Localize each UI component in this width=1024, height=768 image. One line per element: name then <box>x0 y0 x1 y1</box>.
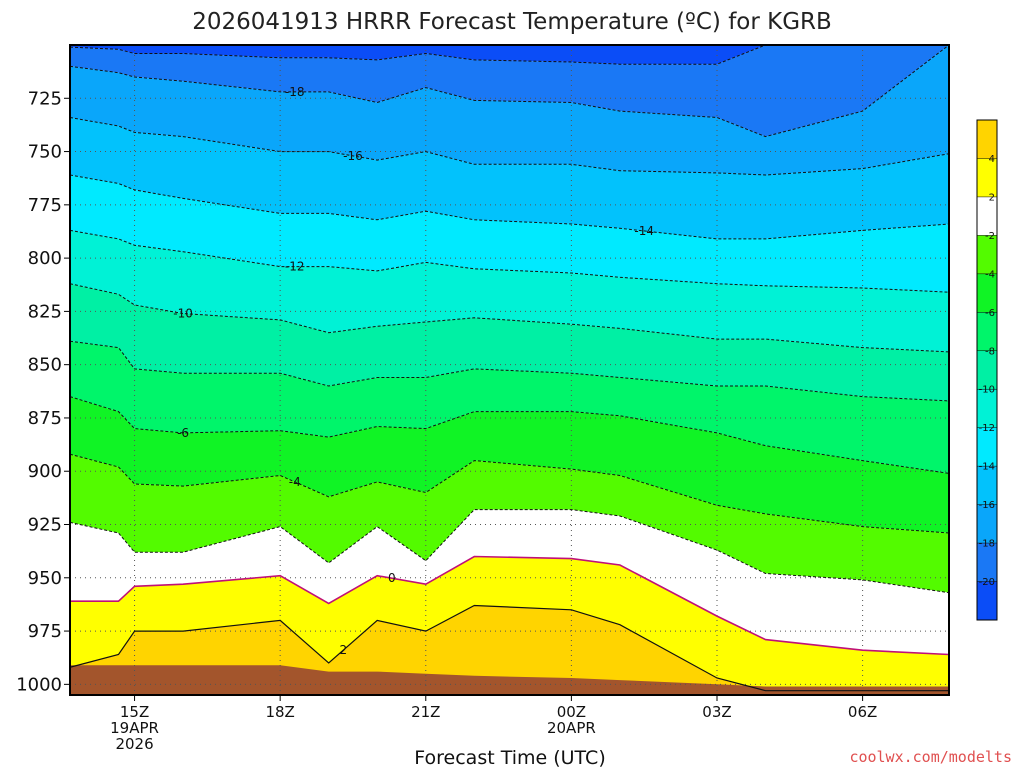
colorbar-label: -2 <box>985 231 995 242</box>
y-tick-label: 850 <box>28 355 62 376</box>
colorbar-segment <box>977 158 997 197</box>
colorbar-label: 4 <box>989 154 995 165</box>
contour-label--12: -12 <box>285 260 305 274</box>
isotherm--12 <box>70 229 949 293</box>
contour-label--16: -16 <box>343 149 363 163</box>
isotherm--6 <box>70 396 949 474</box>
x-tick-label: 00Z <box>557 703 586 721</box>
colorbar-label: 2 <box>989 192 995 203</box>
fill-band--14-to--12 <box>70 175 949 293</box>
colorbar-label: -12 <box>979 423 995 434</box>
colorbar-segment <box>977 196 997 236</box>
x-tick-label: 21Z <box>411 703 440 721</box>
colorbar-segment <box>977 543 997 582</box>
fill-band--8-to--6 <box>70 341 949 474</box>
credit-text: coolwx.com/modelts <box>849 748 1012 766</box>
colorbar-segment <box>977 235 997 274</box>
contour-label-0: 0 <box>388 571 396 585</box>
fill-band-below--20 <box>70 45 949 65</box>
isotherm--2 <box>70 509 949 594</box>
x-tick-label: 18Z <box>265 703 294 721</box>
colorbar-frame <box>976 119 998 621</box>
colorbar-segment <box>977 504 997 544</box>
isotherm-layer: -18 -16 -14 -12 -10 -6 -4 0 2 <box>70 45 949 692</box>
isotherm--20 <box>70 45 949 65</box>
plot-frame <box>69 44 950 696</box>
y-tick-label: 775 <box>28 195 62 216</box>
colorbar-label: -10 <box>979 385 995 396</box>
y-tick-label: 875 <box>28 408 62 429</box>
colorbar-segment <box>977 273 997 313</box>
x-axis-label: Forecast Time (UTC) <box>414 747 605 768</box>
colorbar-segment <box>977 312 997 351</box>
isotherm--14 <box>70 174 949 240</box>
y-tick-label: 800 <box>28 248 62 269</box>
colorbar-label: -6 <box>985 308 995 319</box>
contour-label--18: -18 <box>285 85 305 99</box>
axes-layer: 725 750 775 800 825 850 875 900 925 950 975 1000 15Z… <box>16 44 950 753</box>
x-tick-label: 06Z <box>848 703 877 721</box>
fill-band--4-to--2 <box>70 454 949 593</box>
contour-label--6: -6 <box>177 426 189 440</box>
fill-band--2-to-0 <box>70 509 949 655</box>
isotherm--8 <box>70 340 949 402</box>
isotherm-0 <box>70 555 949 656</box>
fill-band--10-to--8 <box>70 283 949 401</box>
fill-band-0-to-2 <box>70 556 949 691</box>
x-tick-label: 15Z <box>120 703 149 721</box>
chart-title: 2026041913 HRRR Forecast Temperature (ºC… <box>192 9 832 35</box>
y-tick-label: 950 <box>28 568 62 589</box>
temperature-fill-layer <box>70 45 949 695</box>
y-tick-label: 975 <box>28 621 62 642</box>
isotherm--16 <box>70 117 949 176</box>
grid-layer <box>70 45 949 695</box>
y-tick-label: 1000 <box>16 674 62 695</box>
y-tick-label: 750 <box>28 142 62 163</box>
contour-label--14: -14 <box>634 224 654 238</box>
colorbar: -20 -18 -16 -14 -12 -10 -8 -6 -4 -2 2 4 <box>976 119 998 621</box>
colorbar-label: -14 <box>979 462 995 473</box>
x-tick-label: 19APR <box>110 719 159 737</box>
contour-label--10: -10 <box>173 307 193 321</box>
fill-band--6-to--4 <box>70 396 949 533</box>
fill-band--20-to--18 <box>70 45 949 137</box>
isotherm--18 <box>70 45 949 138</box>
colorbar-segment <box>977 466 997 505</box>
colorbar-segment <box>977 427 997 467</box>
colorbar-segment <box>977 120 997 159</box>
colorbar-segment <box>977 389 997 428</box>
colorbar-segment <box>977 350 997 390</box>
isotherm--10 <box>70 283 949 353</box>
colorbar-label: -8 <box>985 346 995 357</box>
y-tick-label: 925 <box>28 515 62 536</box>
fill-band--18-to--16 <box>70 45 949 175</box>
y-tick-label: 900 <box>28 461 62 482</box>
ground-surface <box>70 665 949 695</box>
colorbar-label: -4 <box>985 269 995 280</box>
colorbar-label: -16 <box>979 500 995 511</box>
fill-band--16-to--14 <box>70 117 949 239</box>
colorbar-segment <box>977 581 997 620</box>
x-tick-label: 03Z <box>702 703 731 721</box>
fill-band--12-to--10 <box>70 230 949 352</box>
y-tick-label: 725 <box>28 88 62 109</box>
isotherm-2 <box>70 604 949 692</box>
colorbar-label: -20 <box>979 577 995 588</box>
x-tick-label: 2026 <box>115 735 153 753</box>
contour-label-2: 2 <box>339 643 347 657</box>
colorbar-label: -18 <box>979 539 995 550</box>
x-tick-label: 20APR <box>547 719 596 737</box>
y-tick-label: 825 <box>28 301 62 322</box>
isotherm--4 <box>70 453 949 534</box>
contour-label--4: -4 <box>289 475 301 489</box>
